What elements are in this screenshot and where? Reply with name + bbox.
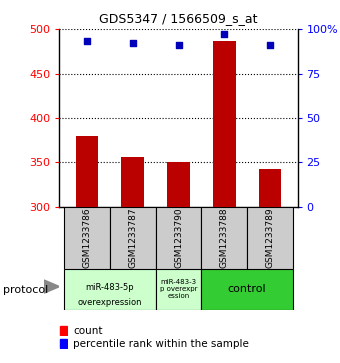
Polygon shape	[44, 280, 60, 293]
Bar	[156, 269, 201, 310]
Bar	[259, 169, 282, 207]
Text: percentile rank within the sample: percentile rank within the sample	[73, 339, 249, 350]
Text: GSM1233789: GSM1233789	[266, 207, 274, 268]
Text: miR-483-3
p overexpr
ession: miR-483-3 p overexpr ession	[160, 280, 197, 299]
Bar	[247, 207, 293, 269]
Point	[267, 42, 273, 48]
Text: control: control	[228, 285, 267, 294]
Point	[84, 38, 90, 44]
Text: miR-483-5p: miR-483-5p	[86, 283, 134, 292]
Bar	[213, 41, 236, 207]
Bar	[121, 157, 144, 207]
Point	[130, 40, 135, 46]
Text: GSM1233788: GSM1233788	[220, 207, 229, 268]
Text: count: count	[73, 326, 103, 336]
Bar	[201, 207, 247, 269]
Bar	[61, 326, 67, 335]
Text: GSM1233786: GSM1233786	[83, 207, 91, 268]
Bar	[75, 136, 98, 207]
Text: overexpression: overexpression	[78, 298, 142, 306]
Text: GSM1233787: GSM1233787	[128, 207, 137, 268]
Text: protocol: protocol	[3, 285, 49, 295]
Bar	[64, 207, 110, 269]
Bar	[110, 207, 156, 269]
Bar	[64, 269, 156, 310]
Bar	[167, 163, 190, 207]
Title: GDS5347 / 1566509_s_at: GDS5347 / 1566509_s_at	[99, 12, 258, 25]
Bar	[201, 269, 293, 310]
Bar	[156, 207, 201, 269]
Point	[176, 42, 181, 48]
Bar	[61, 339, 67, 348]
Point	[222, 32, 227, 37]
Text: GSM1233790: GSM1233790	[174, 207, 183, 268]
